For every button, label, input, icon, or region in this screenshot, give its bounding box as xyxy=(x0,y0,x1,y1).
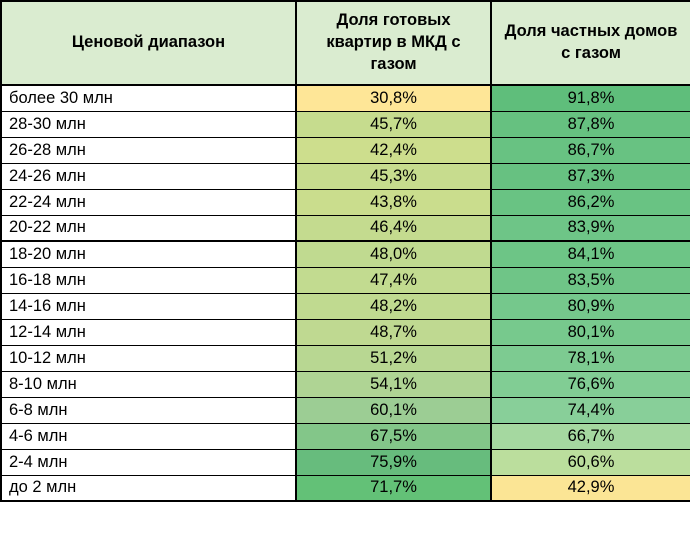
cell-houses-with-gas: 87,3% xyxy=(490,162,690,190)
cell-houses-with-gas: 86,2% xyxy=(490,188,690,216)
table-body: более 30 млн 30,8% 91,8% 28-30 млн 45,7% 87,8… xyxy=(0,84,690,502)
cell-houses-with-gas: 86,7% xyxy=(490,136,690,164)
table-row: 24-26 млн 45,3% 87,3% xyxy=(0,162,690,190)
cell-price-range: более 30 млн xyxy=(0,84,297,112)
cell-price-range: 4-6 млн xyxy=(0,422,297,450)
cell-flats-with-gas: 45,3% xyxy=(295,162,492,190)
cell-flats-with-gas: 51,2% xyxy=(295,344,492,372)
cell-price-range: 6-8 млн xyxy=(0,396,297,424)
table-row: 8-10 млн 54,1% 76,6% xyxy=(0,370,690,398)
table-row: 26-28 млн 42,4% 86,7% xyxy=(0,136,690,164)
cell-price-range: 28-30 млн xyxy=(0,110,297,138)
table-row: 10-12 млн 51,2% 78,1% xyxy=(0,344,690,372)
cell-price-range: 8-10 млн xyxy=(0,370,297,398)
column-header-price-range: Ценовой диапазон xyxy=(0,0,297,86)
cell-flats-with-gas: 67,5% xyxy=(295,422,492,450)
table-row: 6-8 млн 60,1% 74,4% xyxy=(0,396,690,424)
cell-houses-with-gas: 76,6% xyxy=(490,370,690,398)
column-header-houses-with-gas: Доля частных домов с газом xyxy=(490,0,690,86)
cell-flats-with-gas: 43,8% xyxy=(295,188,492,216)
cell-flats-with-gas: 48,2% xyxy=(295,292,492,320)
table-row: 4-6 млн 67,5% 66,7% xyxy=(0,422,690,450)
cell-price-range: 14-16 млн xyxy=(0,292,297,320)
cell-houses-with-gas: 74,4% xyxy=(490,396,690,424)
cell-price-range: 24-26 млн xyxy=(0,162,297,190)
cell-flats-with-gas: 48,7% xyxy=(295,318,492,346)
cell-houses-with-gas: 83,5% xyxy=(490,266,690,294)
cell-houses-with-gas: 83,9% xyxy=(490,214,690,242)
cell-price-range: 12-14 млн xyxy=(0,318,297,346)
cell-houses-with-gas: 60,6% xyxy=(490,448,690,476)
cell-flats-with-gas: 71,7% xyxy=(295,474,492,502)
cell-flats-with-gas: 46,4% xyxy=(295,214,492,242)
table-row: 2-4 млн 75,9% 60,6% xyxy=(0,448,690,476)
cell-price-range: 22-24 млн xyxy=(0,188,297,216)
cell-flats-with-gas: 45,7% xyxy=(295,110,492,138)
table-header-row: Ценовой диапазон Доля готовых квартир в … xyxy=(0,0,690,86)
cell-houses-with-gas: 42,9% xyxy=(490,474,690,502)
cell-houses-with-gas: 66,7% xyxy=(490,422,690,450)
data-table: Ценовой диапазон Доля готовых квартир в … xyxy=(0,0,690,502)
cell-houses-with-gas: 78,1% xyxy=(490,344,690,372)
cell-price-range: до 2 млн xyxy=(0,474,297,502)
cell-flats-with-gas: 47,4% xyxy=(295,266,492,294)
column-header-flats-with-gas: Доля готовых квартир в МКД с газом xyxy=(295,0,492,86)
table-row: более 30 млн 30,8% 91,8% xyxy=(0,84,690,112)
table-row: 20-22 млн 46,4% 83,9% xyxy=(0,214,690,242)
table-row: 12-14 млн 48,7% 80,1% xyxy=(0,318,690,346)
cell-houses-with-gas: 87,8% xyxy=(490,110,690,138)
cell-price-range: 10-12 млн xyxy=(0,344,297,372)
cell-houses-with-gas: 91,8% xyxy=(490,84,690,112)
table-row: 18-20 млн 48,0% 84,1% xyxy=(0,240,690,268)
table-header: Ценовой диапазон Доля готовых квартир в … xyxy=(0,0,690,86)
cell-flats-with-gas: 30,8% xyxy=(295,84,492,112)
table-row: 22-24 млн 43,8% 86,2% xyxy=(0,188,690,216)
cell-flats-with-gas: 60,1% xyxy=(295,396,492,424)
cell-houses-with-gas: 84,1% xyxy=(490,240,690,268)
cell-price-range: 16-18 млн xyxy=(0,266,297,294)
table-row: 14-16 млн 48,2% 80,9% xyxy=(0,292,690,320)
cell-flats-with-gas: 48,0% xyxy=(295,240,492,268)
table-row: 16-18 млн 47,4% 83,5% xyxy=(0,266,690,294)
cell-price-range: 2-4 млн xyxy=(0,448,297,476)
table-row: до 2 млн 71,7% 42,9% xyxy=(0,474,690,502)
cell-price-range: 20-22 млн xyxy=(0,214,297,242)
cell-price-range: 26-28 млн xyxy=(0,136,297,164)
cell-houses-with-gas: 80,1% xyxy=(490,318,690,346)
cell-houses-with-gas: 80,9% xyxy=(490,292,690,320)
cell-flats-with-gas: 54,1% xyxy=(295,370,492,398)
table-row: 28-30 млн 45,7% 87,8% xyxy=(0,110,690,138)
cell-flats-with-gas: 75,9% xyxy=(295,448,492,476)
cell-price-range: 18-20 млн xyxy=(0,240,297,268)
cell-flats-with-gas: 42,4% xyxy=(295,136,492,164)
